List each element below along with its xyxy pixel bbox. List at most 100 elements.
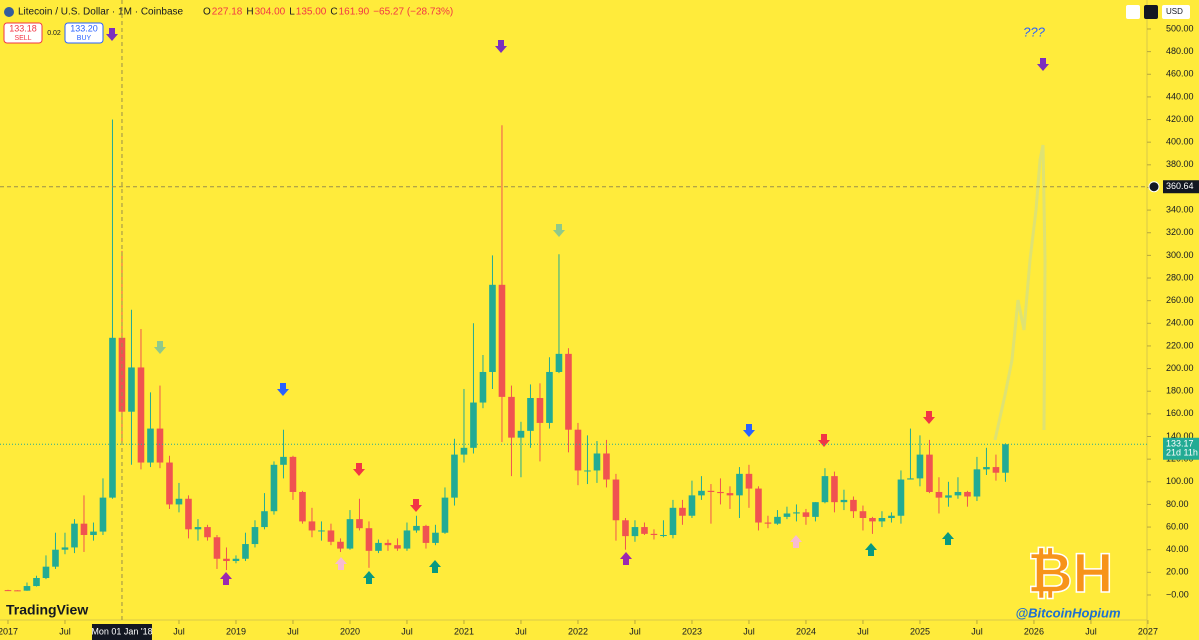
- x-tick-label: Jul: [173, 626, 185, 636]
- candle-body: [242, 544, 249, 559]
- candle-body: [213, 537, 221, 559]
- candle-body: [698, 490, 705, 496]
- y-tick-label: 140.00: [1166, 431, 1194, 441]
- x-tick-label: 2017: [0, 626, 18, 636]
- candle-body: [80, 523, 88, 535]
- legend-value: 227.18: [212, 7, 243, 18]
- snapshot-button[interactable]: [1144, 5, 1158, 19]
- x-tick-label: 2025: [910, 626, 930, 636]
- y-tick-label: 20.00: [1166, 567, 1189, 577]
- sell-button[interactable]: [3, 22, 43, 44]
- candle-body: [517, 430, 525, 438]
- candle-body: [688, 495, 696, 516]
- candle-body: [536, 398, 544, 423]
- candle-body: [555, 353, 563, 372]
- y-tick-label: 220.00: [1166, 340, 1194, 350]
- x-tick-label: 2019: [226, 626, 246, 636]
- candle-body: [223, 558, 230, 562]
- candle-body: [394, 545, 401, 549]
- candle-body: [1002, 444, 1009, 473]
- y-tick-label: 260.00: [1166, 295, 1194, 305]
- currency-button[interactable]: [1162, 5, 1190, 19]
- candle-body: [935, 491, 943, 498]
- ohlc-legend: O 227.18 H 304.00 L 135.00 C 161.90 −65.27 (−28.…: [203, 7, 453, 18]
- price-label-countdown: 21d 11h: [1166, 448, 1198, 458]
- candle-body: [384, 542, 392, 546]
- candle-body: [508, 396, 515, 438]
- candle-body: [964, 491, 971, 497]
- candle-body: [907, 478, 914, 480]
- candle-body: [821, 476, 829, 503]
- candle-body: [764, 522, 772, 524]
- candle-body: [755, 488, 762, 523]
- candle-body: [897, 479, 905, 516]
- plot: [4, 119, 1009, 592]
- candle-body: [926, 454, 933, 492]
- candle-body: [954, 491, 962, 496]
- candle-body: [23, 586, 31, 591]
- candle-body: [204, 527, 211, 538]
- candle-body: [603, 453, 610, 480]
- y-tick-label: 380.00: [1166, 159, 1194, 169]
- candle-body: [717, 491, 724, 494]
- candle-body: [460, 447, 468, 455]
- candle-body: [14, 590, 21, 592]
- x-tick-label: 2021: [454, 626, 474, 636]
- candle-body: [888, 515, 895, 519]
- candle-body: [565, 353, 572, 430]
- sell-label: SELL: [14, 35, 31, 42]
- download-button[interactable]: [1126, 5, 1140, 19]
- y-tick-label: 40.00: [1166, 544, 1189, 554]
- candle-body: [61, 547, 69, 550]
- legend-value: −65.27 (−28.73%): [373, 7, 453, 18]
- candle-body: [270, 464, 278, 512]
- price-label: 133.17: [1166, 439, 1194, 449]
- x-tick-label: 2020: [340, 626, 360, 636]
- legend-value: 161.90: [339, 7, 370, 18]
- candle-body: [346, 519, 354, 549]
- candle-body: [992, 467, 1000, 473]
- candle-body: [441, 497, 449, 533]
- candle-body: [137, 367, 145, 463]
- legend-value: 135.00: [296, 7, 327, 18]
- candle-body: [498, 284, 506, 397]
- candle-body: [679, 507, 686, 516]
- buy-button[interactable]: [64, 22, 104, 44]
- candle-body: [612, 479, 620, 521]
- candle-body: [232, 558, 240, 562]
- candle-body: [859, 511, 867, 519]
- legend-key: C: [330, 7, 337, 18]
- candle-body: [280, 456, 287, 465]
- candle-body: [669, 507, 677, 535]
- legend-key: L: [289, 7, 295, 18]
- price-label-box: [1163, 437, 1199, 460]
- candle-body: [479, 371, 487, 403]
- x-tick-label: Jul: [1085, 626, 1097, 636]
- candle-body: [109, 337, 116, 498]
- candle-body: [147, 428, 154, 463]
- candle-body: [42, 566, 50, 579]
- x-tick-label: Jul: [971, 626, 983, 636]
- candle-body: [878, 518, 886, 522]
- crosshair-label-box: [91, 624, 152, 640]
- candle-body: [812, 502, 819, 517]
- y-tick-label: 400.00: [1166, 137, 1194, 147]
- candle-body: [574, 429, 582, 471]
- candle-body: [33, 578, 40, 587]
- candle-body: [365, 528, 373, 551]
- candle-body: [546, 371, 553, 423]
- annotation: ???: [1023, 24, 1045, 39]
- sell-price: 133.18: [9, 23, 37, 33]
- y-tick-label: 440.00: [1166, 91, 1194, 101]
- buy-label: BUY: [77, 35, 92, 42]
- candle-body: [869, 518, 876, 522]
- projection-ghost: [993, 144, 1047, 441]
- x-tick-label: 2022: [568, 626, 588, 636]
- x-tick-label: Jul: [401, 626, 413, 636]
- candle-body: [356, 519, 363, 529]
- legend-value: 304.00: [255, 7, 286, 18]
- candle-body: [185, 498, 192, 530]
